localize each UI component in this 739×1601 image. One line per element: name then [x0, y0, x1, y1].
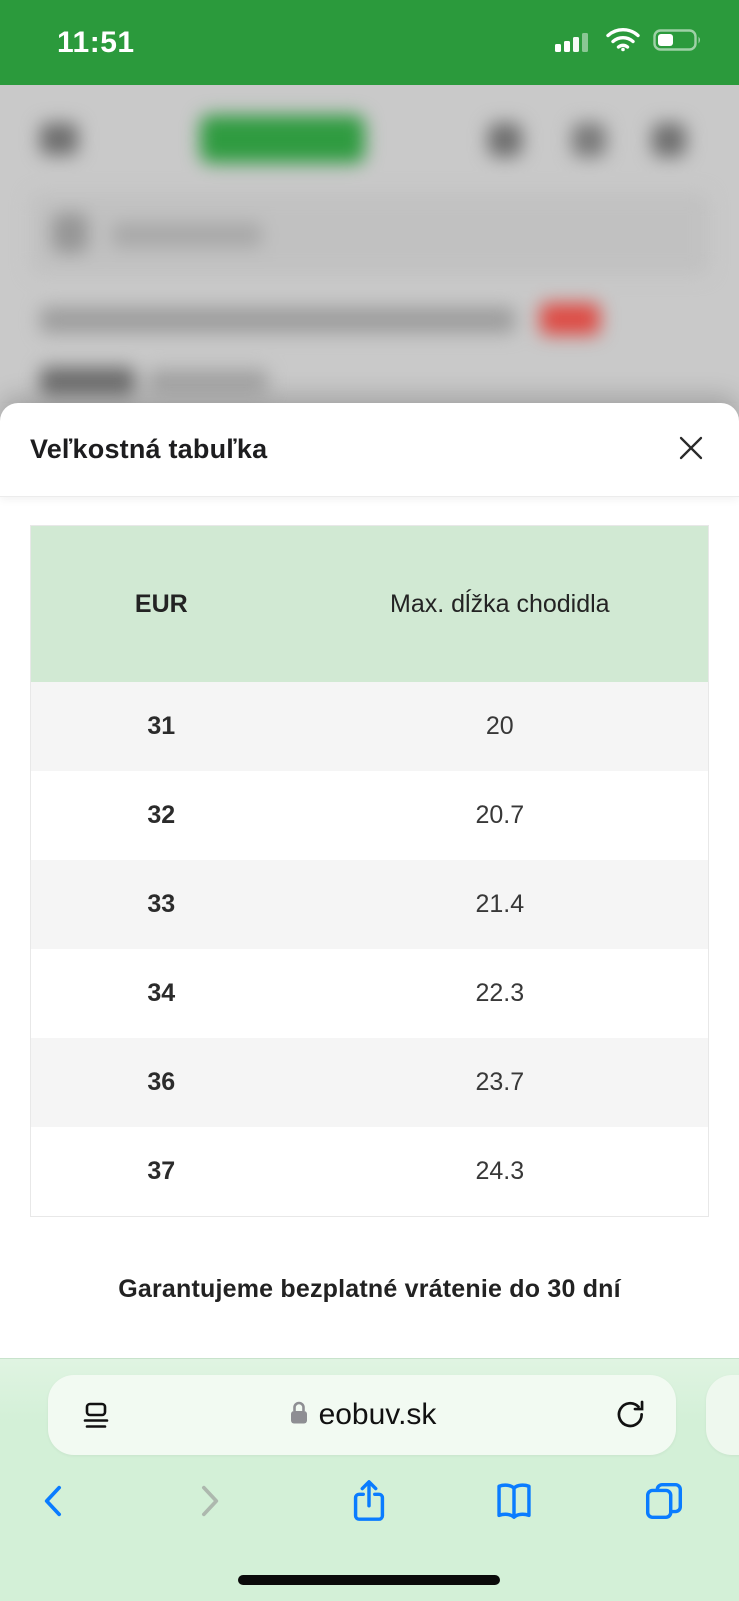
forward-button[interactable]: [173, 1467, 243, 1537]
close-button[interactable]: [669, 428, 713, 472]
bookmarks-button[interactable]: [479, 1467, 549, 1537]
reader-menu-icon[interactable]: [80, 1399, 112, 1431]
guarantee-text: Garantujeme bezplatné vrátenie do 30 dní: [118, 1275, 621, 1303]
close-icon: [676, 433, 706, 466]
size-table-modal: Veľkostná tabuľka EUR Max. dĺžka chodidl…: [0, 403, 739, 1358]
blurred-menu-icon: [40, 123, 78, 155]
address-bar[interactable]: eobuv.sk: [48, 1375, 676, 1455]
blurred-search-icon: [52, 213, 88, 253]
blurred-red-badge: [540, 303, 600, 335]
url-text: eobuv.sk: [318, 1398, 437, 1431]
status-icons: [555, 0, 703, 85]
table-row: 34 22.3: [31, 949, 708, 1038]
browser-toolbar: [0, 1467, 739, 1537]
browser-bottom-bar: eobuv.sk: [0, 1358, 739, 1601]
blurred-site-logo: [200, 115, 365, 163]
wifi-icon: [606, 27, 640, 58]
back-button[interactable]: [20, 1467, 90, 1537]
blurred-text-line: [40, 307, 515, 333]
blurred-search-placeholder: [112, 223, 262, 247]
dimmed-page-backdrop: [0, 85, 739, 403]
table-row: 36 23.7: [31, 1038, 708, 1127]
blurred-favorites-icon: [572, 123, 606, 157]
back-icon: [35, 1479, 75, 1526]
blurred-account-icon: [488, 123, 522, 157]
lock-icon: [288, 1400, 310, 1431]
cellular-signal-icon: [555, 28, 593, 57]
status-time: 11:51: [57, 26, 135, 59]
tabs-icon: [641, 1478, 687, 1527]
size-table: EUR Max. dĺžka chodidla 31 20 32 20.7 33…: [30, 525, 709, 1217]
table-row: 31 20: [31, 682, 708, 771]
bookmarks-icon: [491, 1478, 537, 1527]
adjacent-tab-stub[interactable]: [706, 1375, 739, 1455]
reload-icon[interactable]: [614, 1398, 648, 1432]
status-bar: 11:51: [0, 0, 739, 85]
table-header-row: EUR Max. dĺžka chodidla: [31, 526, 708, 682]
blurred-label-text: [40, 367, 135, 395]
home-indicator[interactable]: [238, 1575, 500, 1585]
share-button[interactable]: [334, 1467, 404, 1537]
tabs-button[interactable]: [629, 1467, 699, 1537]
table-row: 37 24.3: [31, 1127, 708, 1216]
column-header-eur: EUR: [31, 526, 292, 682]
column-header-length: Max. dĺžka chodidla: [291, 526, 708, 682]
blurred-value-text: [148, 369, 268, 393]
table-row: 32 20.7: [31, 771, 708, 860]
blurred-cart-icon: [652, 123, 686, 157]
share-icon: [346, 1476, 392, 1529]
modal-title: Veľkostná tabuľka: [30, 434, 268, 464]
forward-icon: [188, 1479, 228, 1526]
modal-header: Veľkostná tabuľka: [0, 403, 739, 497]
table-row: 33 21.4: [31, 860, 708, 949]
battery-icon: [653, 28, 703, 57]
